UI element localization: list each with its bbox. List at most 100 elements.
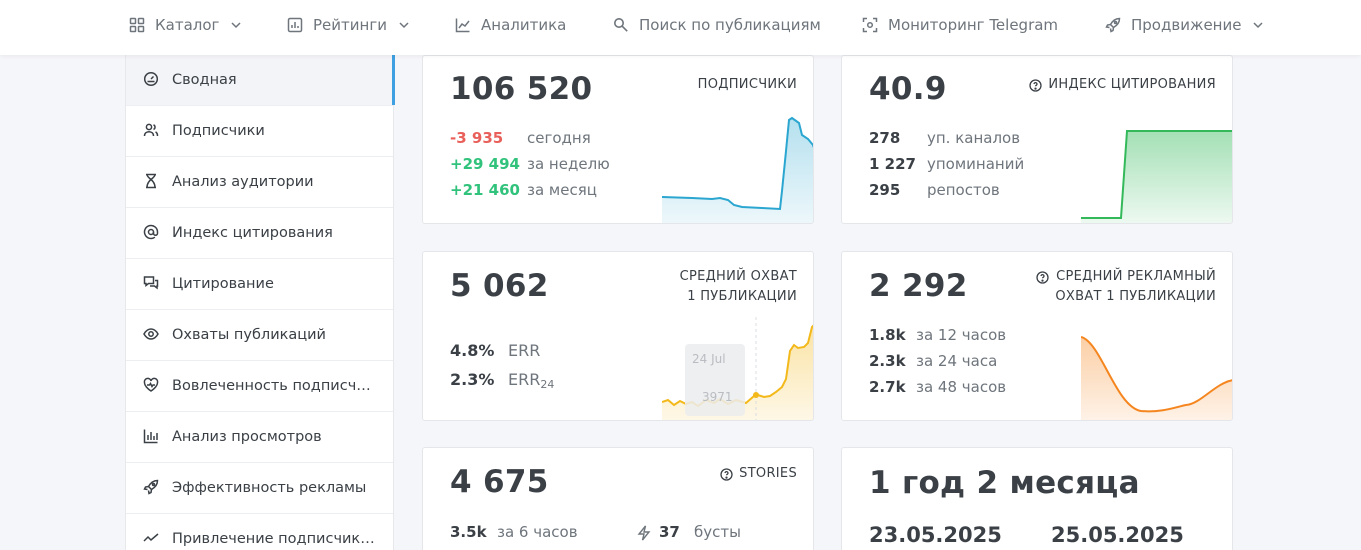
sidebar-item-audience-analysis[interactable]: Анализ аудитории (126, 157, 393, 208)
nav-catalog[interactable]: Каталог (129, 0, 242, 50)
chart-tooltip: 24 Jul 3971 (685, 344, 745, 416)
citation-reposts-value: 295 (869, 181, 901, 199)
sidebar-item-label: Цитирование (172, 276, 274, 292)
channel-age-value: 1 год 2 месяца (869, 465, 1140, 501)
stories-6h-label: за 6 часов (497, 523, 578, 541)
ad-reach-48h-value: 2.7k (869, 378, 906, 396)
citation-reposts-row: 295 репостов (869, 181, 1000, 199)
eye-icon (143, 326, 159, 342)
stories-value: 4 675 (450, 464, 549, 500)
nav-telegram-monitoring-label: Мониторинг Telegram (888, 16, 1059, 34)
dashboard-icon (143, 71, 159, 87)
search-icon (613, 17, 629, 33)
sidebar-item-label: Подписчики (172, 123, 265, 139)
help-icon[interactable] (1029, 79, 1043, 92)
ad-reach-12h-value: 1.8k (869, 326, 906, 344)
nav-ratings[interactable]: Рейтинги (287, 0, 410, 50)
tooltip-date: 24 Jul (692, 352, 726, 366)
err24-label: ERR24 (508, 370, 555, 391)
channel-date-2: 25.05.2025 (1051, 523, 1184, 547)
subscribers-month-row: +21 460 за месяц (450, 181, 597, 199)
citation-index-card[interactable]: 40.9 ИНДЕКС ЦИТИРОВАНИЯ 278 уп. каналов … (841, 55, 1233, 224)
citation-index-sparkline (1081, 130, 1232, 223)
chevron-down-icon (1252, 19, 1264, 31)
sidebar-item-views-analysis[interactable]: Анализ просмотров (126, 412, 393, 463)
users-icon (143, 122, 159, 138)
quote-icon (143, 275, 159, 291)
sidebar-item-label: Анализ просмотров (172, 429, 322, 445)
sidebar-item-label: Сводная (172, 72, 237, 88)
sidebar-item-engagement[interactable]: Вовлеченность подписчиков (126, 361, 393, 412)
sidebar-item-subscribers[interactable]: Подписчики (126, 106, 393, 157)
channel-age-card[interactable]: 1 год 2 месяца 23.05.2025 25.05.2025 (841, 447, 1233, 550)
subscribers-month-label: за месяц (527, 181, 597, 199)
sidebar-item-publication-reach[interactable]: Охваты публикаций (126, 310, 393, 361)
stories-6h-value: 3.5k (450, 523, 487, 541)
grid-icon (129, 17, 145, 33)
subscribers-week-row: +29 494 за неделю (450, 155, 610, 173)
err-value: 4.8% (450, 341, 495, 360)
nav-promotion-label: Продвижение (1131, 16, 1242, 34)
sidebar-item-citation-index[interactable]: Индекс цитирования (126, 208, 393, 259)
ad-reach-48h-row: 2.7k за 48 часов (869, 378, 1006, 396)
err24-row: 2.3% ERR24 (450, 370, 554, 391)
average-reach-card[interactable]: 5 062 СРЕДНИЙ ОХВАТ 1 ПУБЛИКАЦИИ 4.8% ERR… (422, 251, 814, 421)
citation-mentions-row: 1 227 упоминаний (869, 155, 1024, 173)
top-navigation: Каталог Рейтинги Аналитика Поиск по публ… (0, 0, 1361, 55)
average-reach-value: 5 062 (450, 268, 549, 304)
sidebar-item-label: Привлечение подписчиков (172, 531, 377, 547)
sidebar-item-label: Анализ аудитории (172, 174, 314, 190)
average-ad-reach-card[interactable]: 2 292 СРЕДНИЙ РЕКЛАМНЫЙ ОХВАТ 1 ПУБЛИКАЦИ… (841, 251, 1233, 421)
sidebar-item-ad-efficiency[interactable]: Эффективность рекламы (126, 463, 393, 514)
nav-ratings-label: Рейтинги (313, 16, 387, 34)
at-icon (143, 224, 159, 240)
stories-card[interactable]: 4 675 STORIES 3.5k за 6 часов 37 бусты (422, 447, 814, 550)
stories-boosts-row: 37 бусты (637, 523, 741, 541)
citation-reposts-label: репостов (927, 181, 1000, 199)
nav-analytics[interactable]: Аналитика (455, 0, 566, 50)
average-ad-reach-caption: СРЕДНИЙ РЕКЛАМНЫЙ ОХВАТ 1 ПУБЛИКАЦИИ (1036, 267, 1216, 307)
ad-reach-24h-row: 2.3k за 24 часа (869, 352, 997, 370)
average-ad-reach-sparkline (1081, 336, 1232, 420)
nav-publication-search[interactable]: Поиск по публикациям (613, 0, 821, 50)
sidebar: Сводная Подписчики Анализ аудитории Инде… (125, 55, 395, 550)
sidebar-item-label: Эффективность рекламы (172, 480, 367, 496)
subscribers-sparkline (662, 116, 813, 223)
hourglass-icon (143, 173, 159, 189)
subscribers-today-value: -3 935 (450, 129, 504, 147)
stories-boosts-label: бусты (694, 523, 741, 541)
sidebar-item-citation[interactable]: Цитирование (126, 259, 393, 310)
sidebar-item-label: Вовлеченность подписчиков (172, 378, 377, 394)
subscribers-today-row: -3 935 сегодня (450, 129, 591, 147)
subscribers-today-label: сегодня (527, 129, 591, 147)
chevron-down-icon (230, 19, 242, 31)
stories-caption: STORIES (720, 464, 797, 484)
help-icon[interactable] (720, 468, 733, 481)
average-reach-caption-line2: 1 ПУБЛИКАЦИИ (687, 289, 797, 304)
heart-icon (143, 377, 159, 393)
average-ad-reach-caption-line2: ОХВАТ 1 ПУБЛИКАЦИИ (1055, 289, 1216, 304)
subscribers-card[interactable]: 106 520 ПОДПИСЧИКИ -3 935 сегодня +29 49… (422, 55, 814, 224)
nav-catalog-label: Каталог (155, 16, 220, 34)
monitor-icon (862, 17, 878, 33)
citation-channels-row: 278 уп. каналов (869, 129, 1020, 147)
citation-mentions-label: упоминаний (927, 155, 1025, 173)
nav-promotion[interactable]: Продвижение (1105, 0, 1264, 50)
ad-reach-24h-label: за 24 часа (916, 352, 998, 370)
subscribers-value: 106 520 (450, 71, 593, 107)
subscribers-caption: ПОДПИСЧИКИ (697, 77, 797, 92)
channel-date-1: 23.05.2025 (869, 523, 1002, 547)
bolt-icon (637, 523, 659, 541)
chevron-down-icon (398, 19, 410, 31)
citation-index-value: 40.9 (869, 71, 947, 107)
rocket-icon (1105, 17, 1121, 33)
rocket-icon (143, 479, 159, 495)
subscribers-week-value: +29 494 (450, 155, 520, 173)
nav-telegram-monitoring[interactable]: Мониторинг Telegram (862, 0, 1058, 50)
sidebar-item-summary[interactable]: Сводная (126, 55, 395, 106)
sidebar-item-subscriber-acquisition[interactable]: Привлечение подписчиков (126, 514, 393, 550)
nav-publication-search-label: Поиск по публикациям (639, 16, 821, 34)
nav-analytics-label: Аналитика (481, 16, 567, 34)
bar-chart-icon (143, 428, 159, 444)
help-icon[interactable] (1036, 271, 1050, 284)
